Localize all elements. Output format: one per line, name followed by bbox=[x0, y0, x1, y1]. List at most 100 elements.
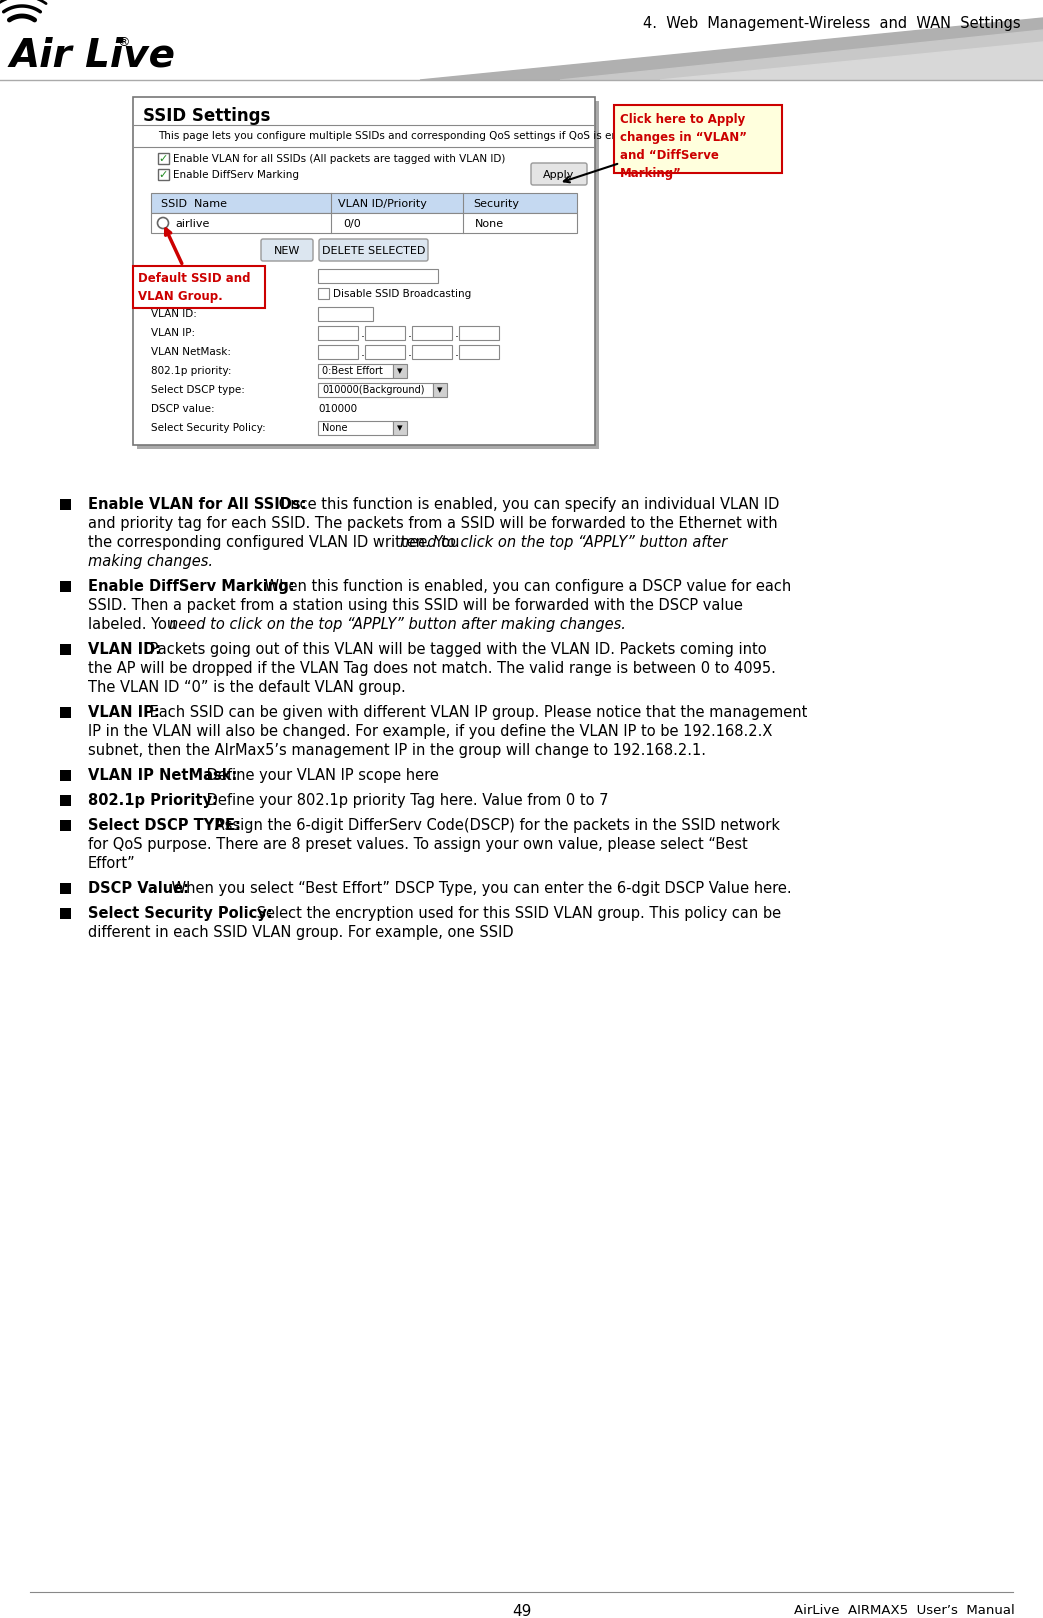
FancyBboxPatch shape bbox=[60, 794, 71, 806]
Text: 0:Best Effort: 0:Best Effort bbox=[322, 366, 383, 375]
Text: Enable DiffServ Marking: Enable DiffServ Marking bbox=[173, 170, 299, 180]
Text: 0/0: 0/0 bbox=[343, 218, 361, 230]
Text: VLAN ID:: VLAN ID: bbox=[88, 642, 161, 657]
FancyBboxPatch shape bbox=[614, 105, 782, 173]
Text: DSCP Value:: DSCP Value: bbox=[88, 880, 189, 896]
FancyBboxPatch shape bbox=[151, 193, 577, 214]
FancyBboxPatch shape bbox=[60, 908, 71, 919]
Text: making changes.: making changes. bbox=[88, 553, 213, 570]
FancyBboxPatch shape bbox=[393, 364, 407, 379]
Text: VLAN IP:: VLAN IP: bbox=[88, 705, 160, 720]
Text: ✓: ✓ bbox=[159, 154, 168, 163]
FancyBboxPatch shape bbox=[151, 214, 577, 233]
Text: .: . bbox=[408, 327, 412, 340]
Text: IP in the VLAN will also be changed. For example, if you define the VLAN IP to b: IP in the VLAN will also be changed. For… bbox=[88, 723, 773, 739]
Text: The VLAN ID “0” is the default VLAN group.: The VLAN ID “0” is the default VLAN grou… bbox=[88, 680, 406, 696]
FancyBboxPatch shape bbox=[318, 421, 393, 435]
FancyBboxPatch shape bbox=[318, 288, 329, 299]
FancyBboxPatch shape bbox=[60, 707, 71, 718]
Text: Select DSCP type:: Select DSCP type: bbox=[151, 385, 245, 395]
FancyBboxPatch shape bbox=[318, 307, 373, 320]
Text: .: . bbox=[408, 346, 412, 359]
Text: Disable SSID Broadcasting: Disable SSID Broadcasting bbox=[333, 290, 471, 299]
FancyBboxPatch shape bbox=[318, 383, 433, 396]
FancyBboxPatch shape bbox=[60, 644, 71, 655]
Text: Click here to Apply
changes in “VLAN”
and “DiffServe
Marking”: Click here to Apply changes in “VLAN” an… bbox=[620, 113, 747, 180]
Text: Select Security Policy:: Select Security Policy: bbox=[151, 422, 266, 434]
Text: ▾: ▾ bbox=[397, 366, 403, 375]
Text: None: None bbox=[322, 422, 347, 434]
Text: Select Security Policy:: Select Security Policy: bbox=[88, 906, 272, 921]
FancyBboxPatch shape bbox=[157, 154, 169, 163]
FancyBboxPatch shape bbox=[318, 364, 393, 379]
Text: DELETE SELECTED: DELETE SELECTED bbox=[322, 246, 426, 256]
Polygon shape bbox=[420, 18, 1043, 79]
FancyBboxPatch shape bbox=[261, 239, 313, 260]
Text: .: . bbox=[361, 327, 365, 340]
FancyBboxPatch shape bbox=[319, 239, 428, 260]
Text: Once this function is enabled, you can specify an individual VLAN ID: Once this function is enabled, you can s… bbox=[274, 497, 779, 511]
Text: subnet, then the AIrMax5’s management IP in the group will change to 192.168.2.1: subnet, then the AIrMax5’s management IP… bbox=[88, 743, 706, 757]
FancyBboxPatch shape bbox=[134, 97, 595, 445]
Text: SSID. Then a packet from a station using this SSID will be forwarded with the DS: SSID. Then a packet from a station using… bbox=[88, 599, 743, 613]
FancyBboxPatch shape bbox=[365, 325, 405, 340]
Text: the AP will be dropped if the VLAN Tag does not match. The valid range is betwee: the AP will be dropped if the VLAN Tag d… bbox=[88, 662, 776, 676]
Text: Packets going out of this VLAN will be tagged with the VLAN ID. Packets coming i: Packets going out of this VLAN will be t… bbox=[145, 642, 767, 657]
Polygon shape bbox=[560, 31, 1043, 79]
Text: Define your 802.1p priority Tag here. Value from 0 to 7: Define your 802.1p priority Tag here. Va… bbox=[202, 793, 609, 807]
Text: Apply: Apply bbox=[543, 170, 575, 180]
Text: VLAN ID/Priority: VLAN ID/Priority bbox=[338, 199, 427, 209]
FancyBboxPatch shape bbox=[365, 345, 405, 359]
Text: SSID Name:: SSID Name: bbox=[151, 270, 213, 282]
Text: Enable VLAN for all SSIDs (All packets are tagged with VLAN ID): Enable VLAN for all SSIDs (All packets a… bbox=[173, 154, 506, 163]
Text: the corresponding configured VLAN ID written. You: the corresponding configured VLAN ID wri… bbox=[88, 536, 464, 550]
Text: Assign the 6-digit DifferServ Code(DSCP) for the packets in the SSID network: Assign the 6-digit DifferServ Code(DSCP)… bbox=[210, 819, 779, 833]
Text: VLAN ID:: VLAN ID: bbox=[151, 309, 197, 319]
Text: need to click on the top “APPLY” button after making changes.: need to click on the top “APPLY” button … bbox=[169, 616, 626, 633]
Circle shape bbox=[157, 217, 169, 228]
Text: ▾: ▾ bbox=[437, 385, 443, 395]
FancyBboxPatch shape bbox=[459, 345, 499, 359]
FancyBboxPatch shape bbox=[318, 325, 358, 340]
Text: labeled. You: labeled. You bbox=[88, 616, 180, 633]
FancyBboxPatch shape bbox=[60, 498, 71, 510]
Text: None: None bbox=[475, 218, 504, 230]
Text: and priority tag for each SSID. The packets from a SSID will be forwarded to the: and priority tag for each SSID. The pack… bbox=[88, 516, 778, 531]
Text: ▾: ▾ bbox=[397, 422, 403, 434]
Text: 010000(Background): 010000(Background) bbox=[322, 385, 425, 395]
Text: ®: ® bbox=[117, 36, 129, 49]
Text: This page lets you configure multiple SSIDs and corresponding QoS settings if Qo: This page lets you configure multiple SS… bbox=[157, 131, 651, 141]
Text: When you select “Best Effort” DSCP Type, you can enter the 6-dgit DSCP Value her: When you select “Best Effort” DSCP Type,… bbox=[167, 880, 792, 896]
FancyBboxPatch shape bbox=[393, 421, 407, 435]
Text: DSCP value:: DSCP value: bbox=[151, 404, 215, 414]
Text: Default SSID and
VLAN Group.: Default SSID and VLAN Group. bbox=[138, 272, 250, 303]
FancyBboxPatch shape bbox=[318, 269, 438, 283]
Text: different in each SSID VLAN group. For example, one SSID: different in each SSID VLAN group. For e… bbox=[88, 925, 513, 940]
Text: need to click on the top “APPLY” button after: need to click on the top “APPLY” button … bbox=[401, 536, 728, 550]
FancyBboxPatch shape bbox=[412, 325, 452, 340]
Text: NEW: NEW bbox=[274, 246, 300, 256]
FancyBboxPatch shape bbox=[134, 265, 265, 307]
Text: AirLive  AIRMAX5  User’s  Manual: AirLive AIRMAX5 User’s Manual bbox=[795, 1603, 1015, 1616]
Text: 802.1p priority:: 802.1p priority: bbox=[151, 366, 232, 375]
Text: 802.1p Priority:: 802.1p Priority: bbox=[88, 793, 218, 807]
FancyBboxPatch shape bbox=[318, 345, 358, 359]
Text: VLAN IP NetMask:: VLAN IP NetMask: bbox=[88, 769, 238, 783]
Text: When this function is enabled, you can configure a DSCP value for each: When this function is enabled, you can c… bbox=[260, 579, 791, 594]
Text: Enable VLAN for All SSIDs:: Enable VLAN for All SSIDs: bbox=[88, 497, 307, 511]
FancyBboxPatch shape bbox=[412, 345, 452, 359]
FancyBboxPatch shape bbox=[531, 163, 587, 184]
Text: 4.  Web  Management-Wireless  and  WAN  Settings: 4. Web Management-Wireless and WAN Setti… bbox=[644, 16, 1021, 31]
Text: Select the encryption used for this SSID VLAN group. This policy can be: Select the encryption used for this SSID… bbox=[252, 906, 781, 921]
Text: Each SSID can be given with different VLAN IP group. Please notice that the mana: Each SSID can be given with different VL… bbox=[145, 705, 807, 720]
Text: VLAN IP:: VLAN IP: bbox=[151, 328, 195, 338]
Text: ✓: ✓ bbox=[159, 170, 168, 180]
Text: SSID  Name: SSID Name bbox=[161, 199, 227, 209]
FancyBboxPatch shape bbox=[60, 820, 71, 832]
Polygon shape bbox=[660, 42, 1043, 79]
Text: .: . bbox=[361, 346, 365, 359]
Text: Effort”: Effort” bbox=[88, 856, 136, 870]
Text: airlive: airlive bbox=[175, 218, 210, 230]
Text: 010000: 010000 bbox=[318, 404, 357, 414]
Text: .: . bbox=[455, 327, 459, 340]
